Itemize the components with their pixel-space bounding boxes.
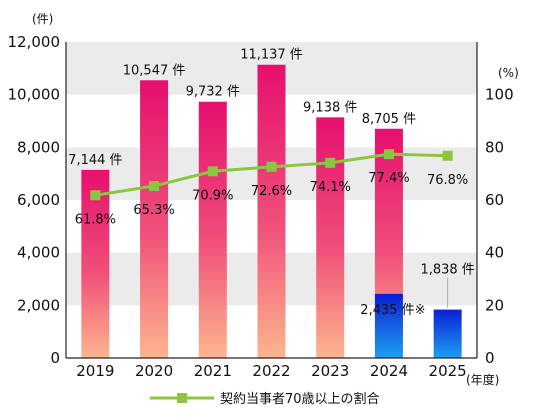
legend-marker-swatch [177,393,187,403]
x-tick-label: 2021 [194,362,232,380]
legend-label: 契約当事者70歳以上の割合 [220,391,380,407]
ratio-marker [149,181,160,192]
x-tick-label: 2020 [135,362,173,380]
x-axis-ticks: 2019 2020 2021 2022 2023 2024 2025 [76,362,466,380]
ratio-labels: 61.8% 65.3% 70.9% 72.6% 74.1% 77.4% 76.8% [75,171,469,227]
right-tick-label: 80 [485,138,504,156]
ratio-label: 72.6% [251,184,292,199]
right-tick-label: 20 [485,296,504,314]
bar-total [140,80,169,359]
bar-total-label: 7,144 件 [68,153,122,168]
ratio-label: 76.8% [427,173,468,188]
bar-total-label: 11,137 件 [240,48,303,63]
right-tick-label: 100 [485,86,514,104]
left-tick-label: 12,000 [8,33,61,51]
ratio-marker [325,157,336,168]
bar-partial-label: 2,435 件※ [360,303,425,318]
bar-total-label: 9,732 件 [186,85,240,100]
bar-total-label: 8,705 件 [362,112,416,127]
right-tick-label: 40 [485,244,504,262]
x-tick-label: 2025 [429,362,467,380]
bar-total-label: 9,138 件 [303,100,357,115]
ratio-label: 61.8% [75,212,116,227]
bar-partial [374,293,403,358]
ratio-marker [90,190,101,201]
left-axis-ticks: 0 2,000 4,000 6,000 8,000 10,000 12,000 [8,33,61,367]
right-axis-ticks: 0 20 40 60 80 100 [485,86,514,367]
ratio-label: 65.3% [133,203,174,218]
bar-partial-label: 1,838 件 [420,263,474,278]
left-tick-label: 2,000 [17,296,60,314]
ratio-label: 70.9% [192,188,233,203]
ratio-marker [383,149,394,160]
legend: 契約当事者70歳以上の割合 [150,391,380,407]
bar-total [81,169,110,358]
x-tick-label: 2019 [76,362,114,380]
ratio-line [90,149,453,201]
ratio-marker [207,166,218,177]
left-axis-unit: (件) [32,12,53,26]
left-tick-label: 0 [50,349,60,367]
bar-partial [433,309,462,358]
left-tick-label: 6,000 [17,191,60,209]
x-axis-unit: (年度) [466,372,499,387]
ratio-label: 77.4% [368,171,409,186]
ratio-marker [266,161,277,172]
x-tick-label: 2023 [311,362,349,380]
ratio-label: 74.1% [310,180,351,195]
bar-total [316,117,345,358]
right-tick-label: 0 [485,349,495,367]
x-tick-label: 2022 [252,362,290,380]
left-tick-label: 8,000 [17,138,60,156]
bar-total [257,64,286,358]
bar-total-label: 10,547 件 [123,63,186,78]
bars [81,64,462,359]
bar-total [198,101,227,358]
bar-labels: 7,144 件 10,547 件9,732 件 11,137 件 9,138 件 8,7… [68,48,475,318]
right-tick-label: 60 [485,191,504,209]
x-tick-label: 2024 [370,362,408,380]
left-tick-label: 4,000 [17,244,60,262]
ratio-marker [442,150,453,161]
left-tick-label: 10,000 [8,86,61,104]
right-axis-unit: (%) [498,66,519,80]
